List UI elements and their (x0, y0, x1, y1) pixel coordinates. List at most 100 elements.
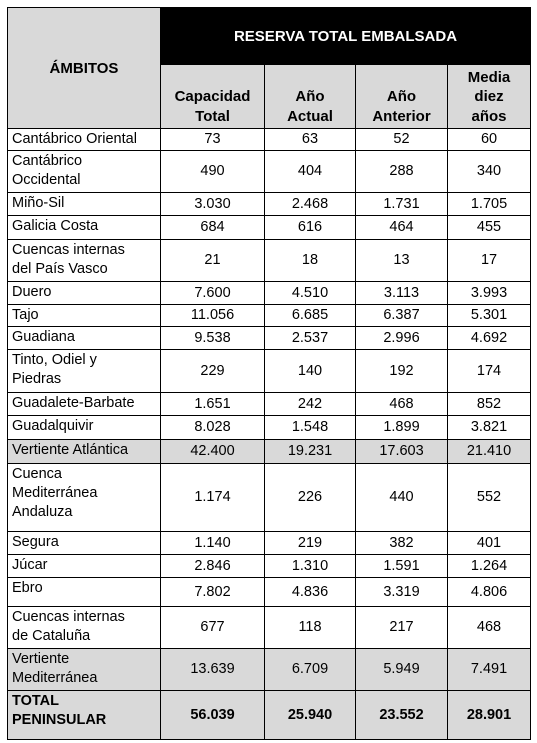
cell-value: 8.028 (160, 415, 265, 440)
text-line: Guadalete-Barbate (12, 395, 135, 411)
cell-value: 6.387 (355, 304, 448, 327)
cell-value: 60 (446, 128, 532, 151)
table-row: Cantábrico Oriental 73 63 52 60 (7, 128, 532, 151)
text-line: Galicia Costa (12, 218, 99, 234)
cell-value: 25.940 (264, 690, 356, 740)
row-label: Tinto, Odiel y Piedras (7, 349, 161, 393)
row-label: Vertiente Atlántica (7, 439, 161, 464)
cell-value: 4.806 (446, 577, 532, 607)
column-header: Capacidad Total (160, 64, 265, 129)
row-label: Miño-Sil (7, 192, 161, 216)
cell-value: 63 (264, 128, 356, 151)
cell-value: 73 (160, 128, 265, 151)
text-line: Andaluza (12, 504, 73, 520)
cell-value: 401 (446, 531, 532, 555)
cell-value: 118 (264, 606, 356, 649)
table-row: Tinto, Odiel y Piedras 229 140 192 174 (7, 349, 532, 393)
text-line: años (471, 107, 507, 125)
text-line: Guadiana (12, 329, 75, 345)
cell-value: 23.552 (355, 690, 448, 740)
table-row: Vertiente Atlántica 42.400 19.231 17.603 21.… (7, 439, 532, 464)
table-row: Cuencas internas de Cataluña 677 118 217 468 (7, 606, 532, 649)
cell-value: 490 (160, 150, 265, 193)
cell-value: 17.603 (355, 439, 448, 464)
cell-value: 13 (355, 239, 448, 282)
cell-value: 1.591 (355, 554, 448, 578)
cell-value: 1.651 (160, 392, 265, 416)
cell-value: 468 (446, 606, 532, 649)
cell-value: 21 (160, 239, 265, 282)
cell-value: 3.319 (355, 577, 448, 607)
text-line: Cantábrico (12, 153, 83, 169)
text-line: Occidental (12, 172, 81, 188)
text-line: Anterior (372, 107, 431, 125)
cell-value: 1.548 (264, 415, 356, 440)
cell-value: 219 (264, 531, 356, 555)
cell-value: 242 (264, 392, 356, 416)
cell-value: 28.901 (446, 690, 532, 740)
cell-value: 7.491 (446, 648, 532, 691)
cell-value: 4.510 (264, 281, 356, 305)
text-line: Duero (12, 284, 52, 300)
cell-value: 11.056 (160, 304, 265, 327)
table-row: Cuenca Mediterránea Andaluza 1.174 226 440 552 (7, 463, 532, 532)
table-row: Segura 1.140 219 382 401 (7, 531, 532, 555)
column-header: Media diez años (446, 64, 532, 129)
cell-value: 440 (355, 463, 448, 532)
text-line: Media (467, 68, 511, 86)
cell-value: 3.821 (446, 415, 532, 440)
text-line: Año (295, 88, 325, 105)
cell-value: 1.705 (446, 192, 532, 216)
cell-value: 4.836 (264, 577, 356, 607)
text-line: Año (386, 88, 417, 105)
cell-value: 1.174 (160, 463, 265, 532)
table-row: Miño-Sil 3.030 2.468 1.731 1.705 (7, 192, 532, 216)
reservoir-table: ÁMBITOS RESERVA TOTAL EMBALSADA Capacida… (7, 7, 532, 740)
text-line: Ebro (12, 580, 43, 596)
row-label: Duero (7, 281, 161, 305)
text-line: Cantábrico Oriental (12, 131, 137, 147)
cell-value: 1.264 (446, 554, 532, 578)
row-label: Segura (7, 531, 161, 555)
text-line: Total (195, 107, 230, 125)
cell-value: 174 (446, 349, 532, 393)
cell-value: 6.685 (264, 304, 356, 327)
row-label: Galicia Costa (7, 215, 161, 240)
row-label: Tajo (7, 304, 161, 327)
cell-value: 18 (264, 239, 356, 282)
cell-value: 140 (264, 349, 356, 393)
text-line: Capacidad (174, 88, 251, 105)
row-label: Cantábrico Oriental (7, 128, 161, 151)
cell-value: 217 (355, 606, 448, 649)
row-label: Júcar (7, 554, 161, 578)
cell-value: 382 (355, 531, 448, 555)
row-label: Cuenca Mediterránea Andaluza (7, 463, 161, 532)
table-row: Guadalquivir 8.028 1.548 1.899 3.821 (7, 415, 532, 440)
text-line: Cuencas internas (12, 242, 125, 258)
cell-value: 2.996 (355, 326, 448, 350)
row-header: ÁMBITOS (7, 7, 161, 129)
cell-value: 5.949 (355, 648, 448, 691)
row-label: TOTAL PENINSULAR (7, 690, 161, 740)
cell-value: 4.692 (446, 326, 532, 350)
cell-value: 552 (446, 463, 532, 532)
text-line: Júcar (12, 557, 48, 573)
text-line: PENINSULAR (12, 712, 107, 728)
text-line: de Cataluña (12, 628, 91, 644)
cell-value: 464 (355, 215, 448, 240)
row-label: Cantábrico Occidental (7, 150, 161, 193)
text-line: Cuencas internas (12, 609, 125, 625)
row-label: Cuencas internas del País Vasco (7, 239, 161, 282)
cell-value: 7.802 (160, 577, 265, 607)
cell-value: 2.468 (264, 192, 356, 216)
column-header: Año Actual (264, 64, 356, 129)
table-row: Guadiana 9.538 2.537 2.996 4.692 (7, 326, 532, 350)
cell-value: 616 (264, 215, 356, 240)
row-label: Guadalquivir (7, 415, 161, 440)
text-line: Actual (287, 107, 333, 125)
cell-value: 1.140 (160, 531, 265, 555)
table-row: Cuencas internas del País Vasco 21 18 13 17 (7, 239, 532, 282)
cell-value: 468 (355, 392, 448, 416)
text-line: Segura (12, 534, 59, 550)
